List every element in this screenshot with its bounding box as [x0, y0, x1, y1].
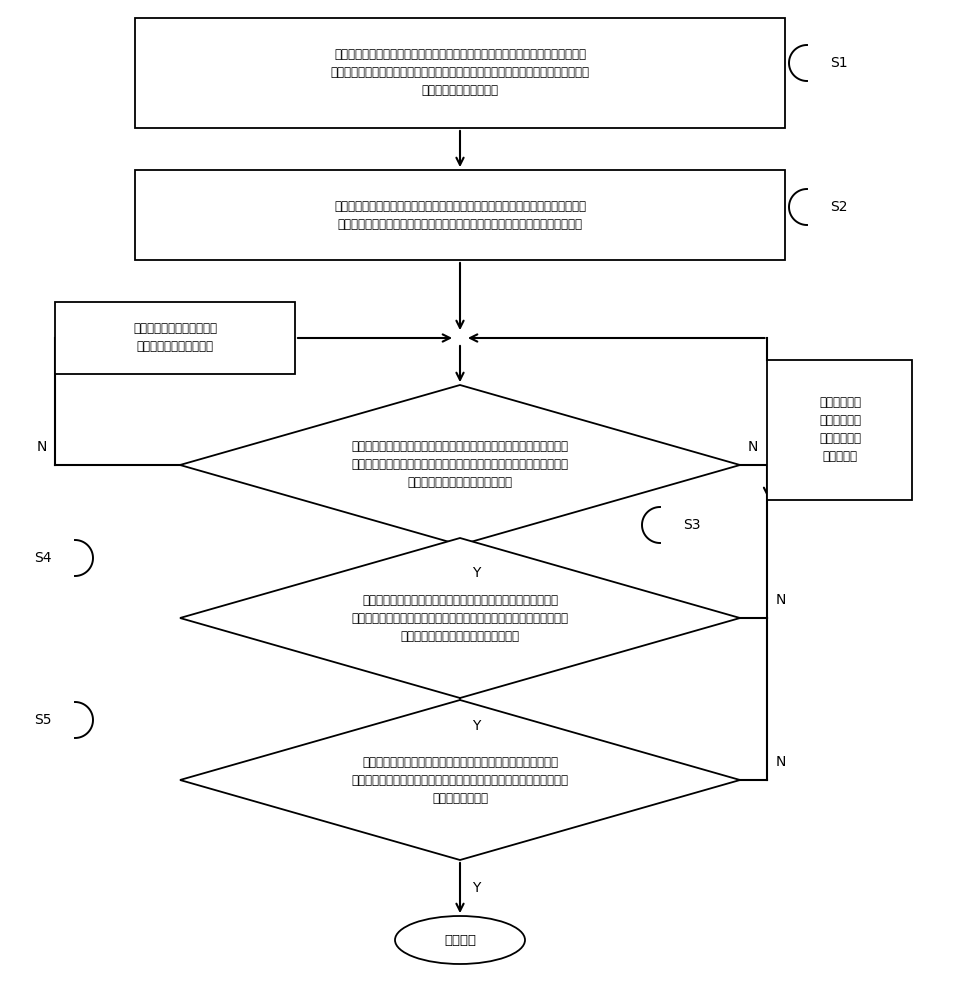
Text: 将第一纹路图
像的纹路像素
值最大那帧设
置为起始帧: 将第一纹路图 像的纹路像素 值最大那帧设 置为起始帧 [819, 396, 861, 464]
Text: N: N [37, 440, 47, 454]
Text: 继续分析后续各帧的第一纹路图像，当发现第一纹路图像中纹路
的像素值由逐渐增大又变化为逐渐减小时，判定第一纹路图像中纹路的
最大像素值是否大于一预设的高位阈值: 继续分析后续各帧的第一纹路图像，当发现第一纹路图像中纹路 的像素值由逐渐增大又变… [352, 593, 569, 643]
Text: Y: Y [472, 881, 481, 895]
FancyBboxPatch shape [55, 302, 295, 374]
Text: 计数一次: 计数一次 [444, 934, 476, 946]
FancyBboxPatch shape [135, 18, 785, 128]
Text: 利用摄像机以一定帧率持续拍摄包括测试者、第一识别区和第二识别区在内的测试
区域图像，得到第一识别区内的第一纹路图像以及第二识别区内的第二纹路图像: 利用摄像机以一定帧率持续拍摄包括测试者、第一识别区和第二识别区在内的测试 区域图… [334, 200, 586, 231]
FancyBboxPatch shape [767, 360, 913, 500]
Text: S2: S2 [830, 200, 848, 214]
Ellipse shape [395, 916, 525, 964]
Polygon shape [180, 700, 740, 860]
Polygon shape [180, 385, 740, 545]
Text: S4: S4 [35, 551, 52, 565]
Text: 将第一纹路图像的纹路像素
值最小那帧设置为起始帧: 将第一纹路图像的纹路像素 值最小那帧设置为起始帧 [133, 322, 217, 354]
Text: 在测试区域设置各具有特定纹路的第一识别区和第二识别区，第一识别区为测试过
程中测试者上半身所在区域，第二识别区为测试过程中测试者双腿所在区域；在测试
区域的斜上: 在测试区域设置各具有特定纹路的第一识别区和第二识别区，第一识别区为测试过 程中测… [330, 48, 589, 98]
FancyBboxPatch shape [135, 170, 785, 260]
Text: N: N [748, 440, 759, 454]
Text: S5: S5 [35, 713, 52, 727]
Text: Y: Y [472, 719, 481, 733]
Text: Y: Y [472, 566, 481, 580]
Text: S1: S1 [830, 56, 848, 70]
Text: S3: S3 [683, 518, 701, 532]
Text: 分析自起始帧往后的各帧第一纹路图像，当发现第一纹路图像中纹路的
像素值由逐渐减小变化为逐渐增大时，判定第一纹路图像中纹路的最小
像素值是否小于一预设的低位阈值: 分析自起始帧往后的各帧第一纹路图像，当发现第一纹路图像中纹路的 像素值由逐渐减小… [352, 440, 569, 489]
Text: 提取自起始帧至第一纹路图像的纹路像素值最大那帧期间所有的
第二纹路图像，判定该所有的第二纹路图像中纹路的像素值是否均大于
一预设的跪姿阈值: 提取自起始帧至第一纹路图像的纹路像素值最大那帧期间所有的 第二纹路图像，判定该所… [352, 756, 569, 804]
Polygon shape [180, 538, 740, 698]
Text: N: N [775, 593, 786, 607]
Text: N: N [775, 755, 786, 769]
